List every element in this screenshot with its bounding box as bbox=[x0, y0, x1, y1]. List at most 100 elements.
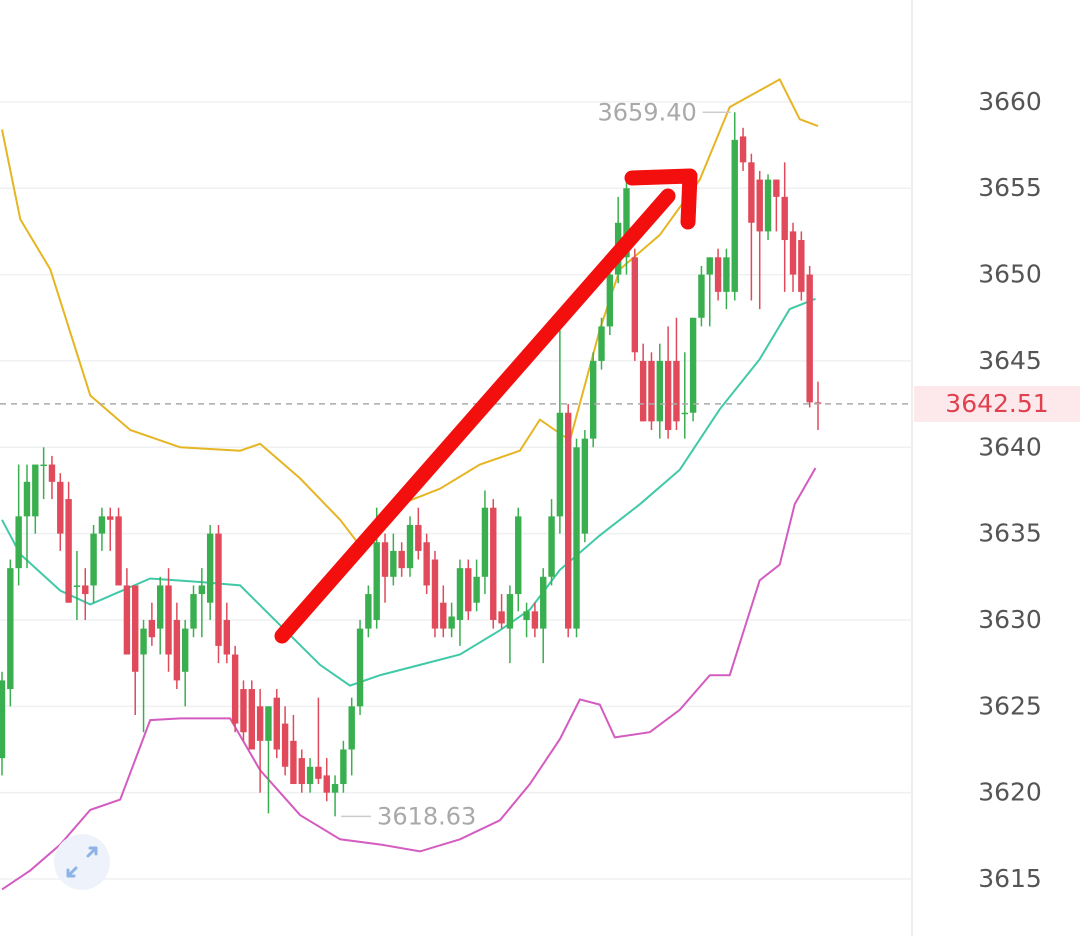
expand-icon[interactable] bbox=[66, 846, 98, 878]
candle-body bbox=[7, 568, 14, 690]
candle-body bbox=[481, 507, 489, 577]
candle-body bbox=[273, 697, 280, 750]
candle-body bbox=[623, 188, 630, 258]
candle-body bbox=[115, 516, 122, 586]
candle-body bbox=[240, 689, 247, 733]
candle-body bbox=[265, 706, 272, 741]
candle-body bbox=[365, 594, 372, 629]
candle-body bbox=[298, 758, 305, 785]
annotation-label: 3659.40 bbox=[597, 98, 696, 126]
candle-body bbox=[398, 550, 405, 569]
candle-body bbox=[531, 611, 539, 629]
y-tick-label: 3660 bbox=[978, 87, 1042, 116]
candle-body bbox=[98, 516, 106, 534]
arrow-shaft bbox=[274, 188, 676, 644]
last-price-box bbox=[914, 385, 1080, 422]
candle-body bbox=[157, 585, 164, 629]
candle-body bbox=[415, 524, 422, 551]
candle-body bbox=[706, 257, 713, 275]
candle-body bbox=[340, 749, 347, 785]
candle-body bbox=[556, 412, 564, 517]
candle-body bbox=[132, 585, 139, 672]
candle-body bbox=[814, 402, 822, 404]
expand-button-bg[interactable] bbox=[54, 834, 110, 890]
candle-body bbox=[57, 481, 64, 534]
candle-body bbox=[648, 360, 655, 422]
candle-body bbox=[764, 179, 772, 232]
candle-body bbox=[581, 438, 589, 534]
candle-body bbox=[390, 550, 397, 577]
candle-body bbox=[714, 257, 722, 292]
candle-body bbox=[739, 136, 747, 163]
candle-body bbox=[731, 139, 738, 292]
y-tick-label: 3645 bbox=[978, 346, 1042, 375]
candle-body bbox=[498, 611, 505, 624]
candle-body bbox=[323, 775, 330, 793]
candle-body bbox=[664, 360, 672, 431]
band-line bbox=[1, 78, 819, 548]
candle-body bbox=[698, 274, 705, 318]
candle-body bbox=[373, 542, 380, 620]
candle-body bbox=[440, 602, 447, 629]
candle-body bbox=[306, 766, 314, 785]
y-tick-label: 3620 bbox=[978, 778, 1042, 807]
y-tick-label: 3630 bbox=[978, 605, 1042, 634]
candle-body bbox=[331, 784, 339, 793]
candle-body bbox=[190, 594, 197, 629]
candle-body bbox=[315, 766, 322, 779]
candle-body bbox=[165, 585, 172, 655]
candle-body bbox=[689, 317, 697, 413]
candle-body bbox=[231, 654, 239, 724]
candle-body bbox=[540, 576, 547, 629]
candle-body bbox=[573, 447, 580, 629]
candle-body bbox=[639, 360, 647, 422]
candle-body bbox=[90, 533, 97, 586]
candle-body bbox=[65, 499, 72, 603]
y-tick-label: 3625 bbox=[978, 691, 1042, 720]
bands-layer bbox=[1, 78, 819, 891]
candle-body bbox=[681, 412, 688, 415]
candle-body bbox=[223, 619, 231, 655]
candle-body bbox=[40, 464, 47, 467]
candle-body bbox=[456, 568, 464, 620]
candles-layer bbox=[0, 112, 822, 817]
candle-body bbox=[548, 516, 555, 577]
candle-body bbox=[756, 179, 763, 232]
annotation-label: 3618.63 bbox=[377, 802, 476, 830]
y-tick-label: 3615 bbox=[978, 864, 1042, 893]
candle-body bbox=[789, 231, 797, 275]
candle-body bbox=[806, 274, 813, 403]
candle-body bbox=[589, 360, 597, 439]
candle-body bbox=[290, 740, 297, 785]
candle-body bbox=[348, 706, 355, 750]
candle-body bbox=[173, 619, 181, 681]
candle-body bbox=[107, 516, 114, 520]
candle-body bbox=[0, 680, 6, 759]
candle-body bbox=[281, 723, 289, 767]
candle-body bbox=[206, 533, 214, 603]
last-price-label: 3642.51 bbox=[945, 389, 1048, 418]
candle-body bbox=[423, 542, 430, 586]
y-tick-label: 3650 bbox=[978, 260, 1042, 289]
y-tick-label: 3640 bbox=[978, 432, 1042, 461]
candle-body bbox=[248, 689, 255, 750]
candle-body bbox=[82, 585, 89, 595]
candle-body bbox=[773, 179, 780, 197]
arrow-head bbox=[624, 168, 698, 230]
band-line bbox=[1, 297, 816, 687]
candle-body bbox=[256, 706, 264, 741]
candle-body bbox=[781, 196, 788, 241]
expand-button[interactable] bbox=[54, 834, 110, 890]
candle-body bbox=[631, 257, 639, 353]
candle-body bbox=[148, 619, 156, 638]
candle-body bbox=[473, 576, 480, 603]
candle-body bbox=[406, 524, 414, 569]
candle-body bbox=[73, 585, 81, 587]
candle-body bbox=[15, 516, 22, 569]
candle-body bbox=[448, 616, 455, 629]
candle-body bbox=[140, 628, 147, 655]
candle-body bbox=[181, 628, 189, 672]
candle-body bbox=[215, 533, 222, 646]
